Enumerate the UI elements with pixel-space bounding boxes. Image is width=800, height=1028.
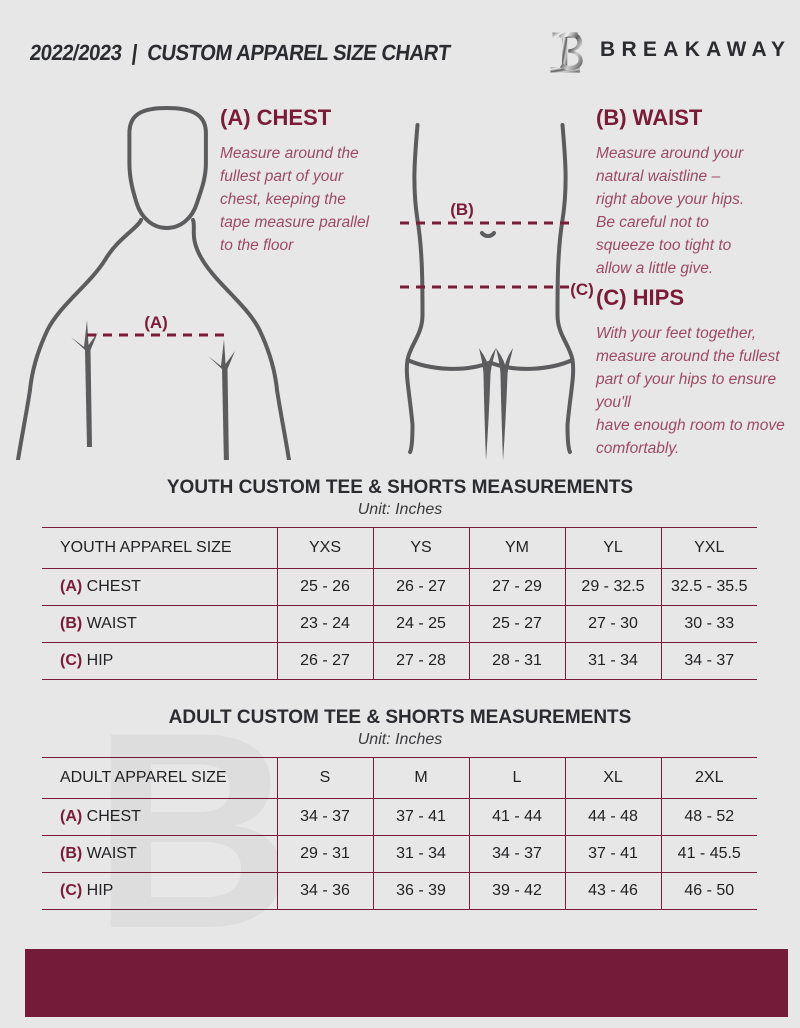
svg-text:B: B xyxy=(108,725,278,955)
svg-text:(C): (C) xyxy=(570,280,594,299)
svg-text:(B): (B) xyxy=(450,200,474,219)
svg-text:(A): (A) xyxy=(144,313,168,332)
